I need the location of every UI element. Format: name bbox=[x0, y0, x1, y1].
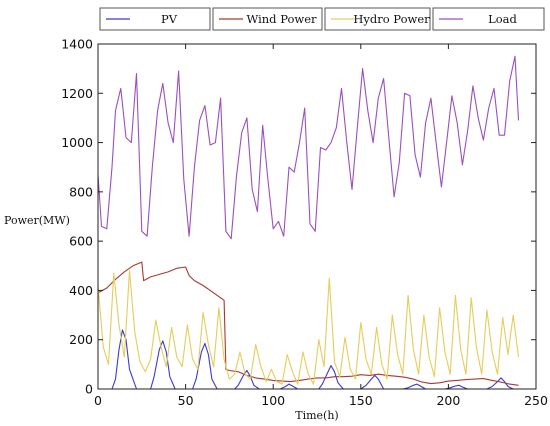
plot-series bbox=[97, 55, 520, 390]
legend-box bbox=[324, 7, 431, 31]
y-tick-label: 400 bbox=[69, 283, 93, 298]
legend-entry-wind-power: Wind Power bbox=[212, 7, 323, 31]
y-tick-label: 600 bbox=[69, 234, 93, 249]
legend-entry-hydro-power: Hydro Power bbox=[324, 7, 431, 31]
legend: PV Wind Power Hydro Power Load bbox=[99, 7, 545, 31]
legend-entry-load: Load bbox=[432, 7, 545, 31]
series-line-hydro-power bbox=[97, 270, 520, 385]
x-tick-label: 100 bbox=[261, 393, 285, 408]
y-tick-label: 1400 bbox=[61, 37, 93, 52]
legend-entry-pv: PV bbox=[99, 7, 211, 31]
legend-box bbox=[99, 7, 211, 31]
legend-box bbox=[212, 7, 323, 31]
plot-frame bbox=[97, 43, 537, 390]
x-tick-label: 150 bbox=[349, 393, 373, 408]
y-tick-label: 1200 bbox=[61, 86, 93, 101]
legend-label: Wind Power bbox=[246, 12, 317, 26]
x-axis-label: Time(h) bbox=[295, 409, 338, 422]
x-tick-label: 50 bbox=[178, 393, 194, 408]
axis-ticks: 0 50 100 150 200 250 0 200 400 600 800 1000 1200 1400 bbox=[61, 37, 548, 409]
legend-label: PV bbox=[161, 12, 178, 26]
y-tick-label: 200 bbox=[69, 332, 93, 347]
series-line-wind-power bbox=[97, 261, 519, 386]
y-tick-label: 1000 bbox=[61, 135, 93, 150]
y-tick-label: 800 bbox=[69, 184, 93, 199]
x-tick-label: 0 bbox=[94, 393, 102, 408]
legend-box bbox=[432, 7, 545, 31]
y-axis-label: Power(MW) bbox=[4, 214, 70, 227]
x-tick-label: 250 bbox=[524, 393, 548, 408]
series-line-load bbox=[97, 55, 520, 240]
y-tick-label: 0 bbox=[85, 382, 93, 397]
legend-label: Hydro Power bbox=[353, 12, 430, 26]
x-tick-label: 200 bbox=[436, 393, 460, 408]
legend-label: Load bbox=[488, 12, 517, 26]
